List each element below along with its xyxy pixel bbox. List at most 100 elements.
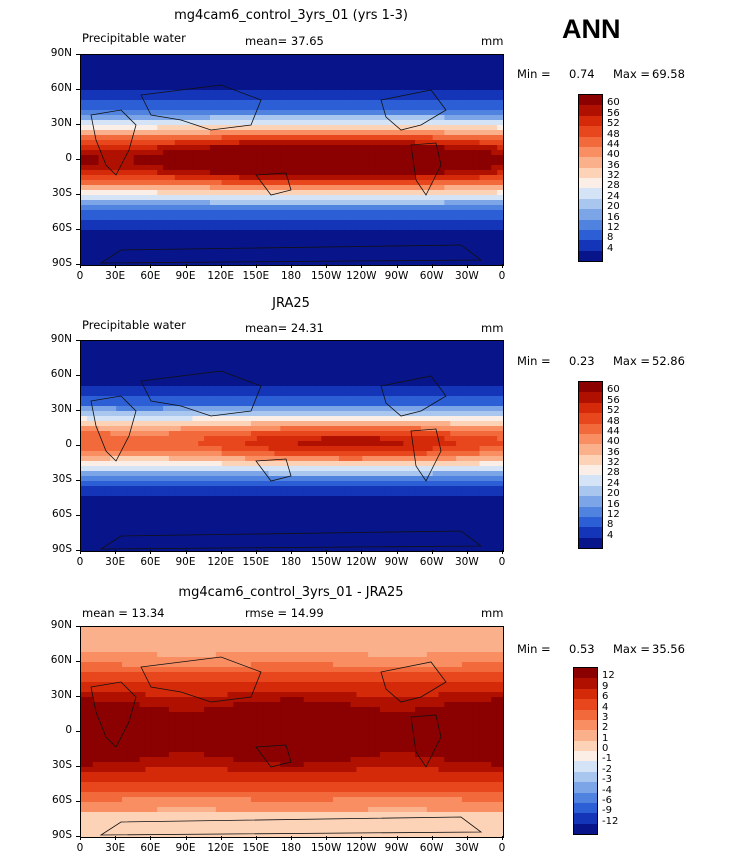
field-cell xyxy=(438,356,445,362)
field-cell xyxy=(315,80,322,86)
field-cell xyxy=(215,145,223,151)
field-cell xyxy=(303,120,311,126)
field-cell xyxy=(209,366,217,372)
field-cell xyxy=(338,180,346,186)
field-cell xyxy=(256,235,264,241)
field-cell xyxy=(110,396,117,402)
field-cell xyxy=(356,175,363,181)
field-cell xyxy=(198,396,205,402)
field-cell xyxy=(374,65,381,71)
field-cell xyxy=(145,245,152,251)
field-cell xyxy=(309,75,317,81)
field-cell xyxy=(444,75,451,81)
field-cell xyxy=(333,466,340,472)
field-cell xyxy=(245,376,252,382)
field-cell xyxy=(286,220,293,226)
field-cell xyxy=(321,371,328,377)
field-cell xyxy=(473,105,481,111)
field-cell xyxy=(450,150,457,156)
field-cell xyxy=(485,130,492,136)
field-cell xyxy=(133,65,141,71)
field-cell xyxy=(297,75,305,81)
field-cell xyxy=(256,361,264,367)
field-cell xyxy=(286,95,293,101)
field-cell xyxy=(444,155,451,161)
field-cell xyxy=(368,90,375,96)
field-cell xyxy=(309,55,317,61)
field-cell xyxy=(327,215,334,221)
field-cell xyxy=(397,90,404,96)
field-cell xyxy=(491,416,498,422)
field-cell xyxy=(444,366,451,372)
field-cell xyxy=(409,235,416,241)
field-cell xyxy=(438,135,445,141)
field-cell xyxy=(438,461,445,467)
field-cell xyxy=(151,255,158,261)
field-cell xyxy=(338,406,346,412)
field-cell xyxy=(391,175,399,181)
field-cell xyxy=(297,255,305,261)
field-cell xyxy=(461,376,469,382)
field-cell xyxy=(180,135,188,141)
field-cell xyxy=(163,235,170,241)
field-cell xyxy=(116,220,123,226)
field-cell xyxy=(461,90,469,96)
field-cell xyxy=(157,175,164,181)
field-cell xyxy=(303,356,311,362)
field-cell xyxy=(262,180,270,186)
field-cell xyxy=(81,55,88,61)
field-cell xyxy=(98,180,106,186)
field-cell xyxy=(116,210,123,216)
field-cell xyxy=(256,391,264,397)
field-cell xyxy=(385,351,393,357)
field-cell xyxy=(415,85,422,91)
field-cell xyxy=(221,386,229,392)
field-cell xyxy=(215,170,223,176)
field-cell xyxy=(204,100,211,106)
field-cell xyxy=(239,110,246,116)
field-cell xyxy=(221,195,229,201)
field-cell xyxy=(338,371,346,377)
field-cell xyxy=(297,160,305,166)
field-cell xyxy=(368,80,375,86)
field-cell xyxy=(198,55,205,61)
field-cell xyxy=(467,155,475,161)
field-cell xyxy=(256,85,264,91)
field-cell xyxy=(309,381,317,387)
field-cell xyxy=(333,240,340,246)
field-cell xyxy=(233,65,240,71)
field-cell xyxy=(391,195,399,201)
field-cell xyxy=(344,165,352,171)
field-cell xyxy=(333,195,340,201)
field-cell xyxy=(145,471,152,477)
field-cell xyxy=(192,165,199,171)
field-cell xyxy=(209,205,217,211)
field-cell xyxy=(116,346,123,352)
field-cell xyxy=(432,260,440,265)
field-cell xyxy=(350,130,358,136)
field-cell xyxy=(327,90,334,96)
field-cell xyxy=(227,401,234,407)
field-cell xyxy=(180,220,188,226)
field-cell xyxy=(297,230,305,236)
field-cell xyxy=(303,466,311,472)
field-cell xyxy=(426,220,434,226)
field-cell xyxy=(321,130,328,136)
field-cell xyxy=(379,220,387,226)
field-cell xyxy=(385,220,393,226)
field-cell xyxy=(274,376,281,382)
field-cell xyxy=(292,346,299,352)
field-cell xyxy=(163,245,170,251)
field-cell xyxy=(409,446,416,452)
field-cell xyxy=(233,70,240,76)
field-cell xyxy=(168,431,176,437)
field-cell xyxy=(98,205,106,211)
field-cell xyxy=(315,235,322,241)
field-cell xyxy=(268,215,276,221)
field-cell xyxy=(122,376,129,382)
field-cell xyxy=(379,135,387,141)
field-cell xyxy=(391,366,399,372)
field-cell xyxy=(92,386,100,392)
field-cell xyxy=(151,130,158,136)
field-cell xyxy=(403,205,410,211)
